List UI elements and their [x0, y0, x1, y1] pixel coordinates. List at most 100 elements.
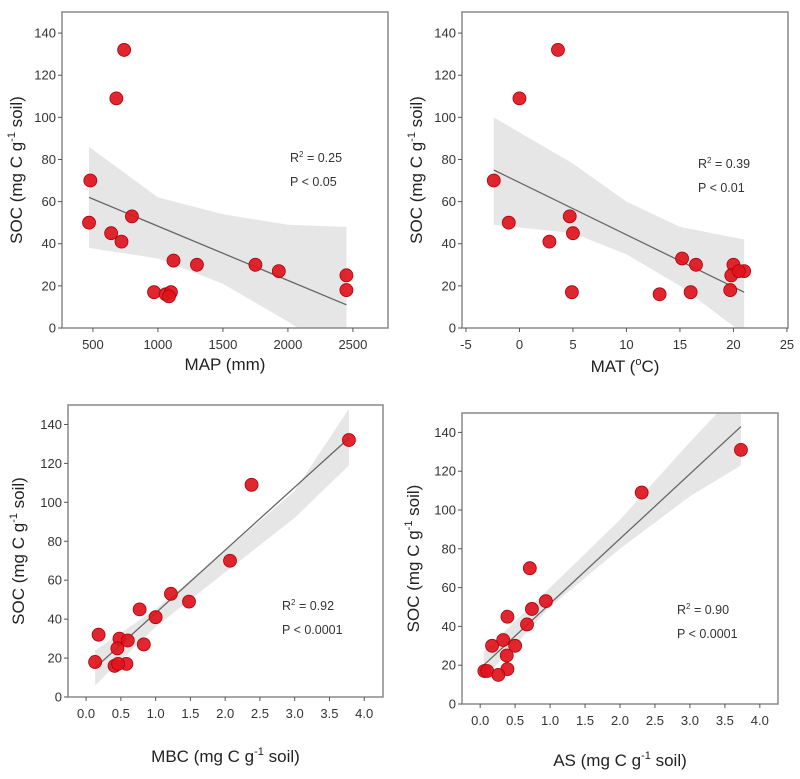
x-tick-label: 25 — [780, 337, 794, 352]
x-tick-label: 0.5 — [506, 713, 524, 728]
r-squared-annotation: R2 = 0.25 — [290, 150, 342, 165]
x-tick-label: 0.5 — [112, 706, 130, 721]
x-tick-label: 0 — [516, 337, 523, 352]
y-tick-label: 80 — [442, 541, 456, 556]
x-tick-label: -5 — [460, 337, 472, 352]
x-tick-label: 20 — [726, 337, 740, 352]
data-point — [109, 91, 124, 106]
data-point — [542, 234, 557, 249]
y-axis-label: SOC (mg C g-1 soil) — [406, 96, 426, 244]
data-point — [522, 561, 537, 576]
x-tick-label: 2.5 — [646, 713, 664, 728]
regression-line — [493, 169, 745, 293]
data-point — [223, 553, 237, 568]
y-axis-label: SOC (mg C g-1 soil) — [6, 96, 26, 244]
x-tick-label: 4.0 — [751, 713, 769, 728]
x-tick-label: 2.0 — [216, 706, 234, 721]
data-point — [485, 638, 499, 653]
data-point — [114, 234, 129, 249]
x-tick-label: 3.0 — [681, 713, 699, 728]
data-point — [500, 609, 515, 624]
data-point — [562, 209, 577, 224]
r-squared-annotation: R2 = 0.90 — [677, 602, 729, 617]
confidence-band — [89, 146, 347, 328]
x-tick-label: 5 — [569, 337, 576, 352]
y-tick-label: 20 — [42, 278, 56, 293]
y-tick-label: 0 — [55, 690, 62, 705]
y-tick-label: 20 — [48, 651, 62, 666]
x-tick-label: 1.5 — [576, 713, 594, 728]
data-point — [566, 226, 580, 241]
y-tick-label: 60 — [442, 194, 456, 209]
y-tick-label: 120 — [40, 456, 62, 471]
x-axis-label: MAP (mm) — [185, 355, 266, 374]
data-point — [491, 668, 506, 682]
scatter-panel-4: 0 20 40 60 80 100 120 140 0.0 0.5 1.0 1.5 2.0 2.5 3.0 3… — [403, 412, 779, 770]
data-point — [136, 637, 151, 652]
data-point — [342, 433, 356, 447]
data-point — [339, 268, 354, 283]
x-tick-label: 1000 — [143, 337, 172, 352]
y-tick-label: 0 — [449, 697, 456, 712]
x-axis-label-sup: -1 — [641, 750, 651, 762]
x-axis-label-text: soil) — [651, 751, 687, 770]
y-axis-label: SOC (mg C g-1 soil) — [8, 477, 28, 625]
x-tick-label: 0.0 — [471, 713, 489, 728]
y-tick-label: 60 — [48, 573, 62, 588]
x-axis-label-text: AS (mg C g — [553, 751, 641, 770]
x-tick-label: 0.0 — [77, 706, 95, 721]
x-axis-label: MBC (mg C g-1 soil) — [151, 746, 300, 766]
data-point — [117, 43, 132, 57]
y-tick-label: 60 — [42, 194, 56, 209]
x-axis-label-text: soil) — [264, 747, 300, 766]
data-point — [244, 477, 259, 492]
x-axis-label-text: MAP (mm) — [185, 355, 266, 374]
data-point — [731, 264, 746, 279]
plot-frame — [461, 11, 789, 329]
p-value-annotation: P < 0.0001 — [677, 627, 738, 641]
y-tick-label: 40 — [442, 619, 456, 634]
data-point — [508, 638, 523, 653]
y-tick-label: 40 — [442, 236, 456, 251]
data-point — [166, 253, 181, 268]
data-point — [120, 633, 135, 648]
y-tick-label: 40 — [48, 612, 62, 627]
y-axis-label-sup: -1 — [6, 132, 18, 142]
data-point — [111, 657, 125, 671]
scatter-panel-2: 0 20 40 60 80 100 120 140 -5 0 5 10 15 20 25 SOC (mg C … — [406, 11, 794, 376]
regression-line — [94, 437, 350, 669]
data-point — [248, 257, 263, 272]
y-tick-label: 0 — [49, 321, 56, 336]
y-tick-label: 100 — [434, 110, 456, 125]
data-point — [538, 594, 553, 609]
x-tick-label: 2500 — [338, 337, 367, 352]
y-axis-label-text: SOC (mg C g — [9, 523, 28, 625]
p-value-annotation: P < 0.01 — [698, 181, 745, 195]
y-tick-label: 80 — [48, 534, 62, 549]
x-tick-label: 3.5 — [320, 706, 338, 721]
data-point — [525, 602, 539, 616]
x-tick-label: 1.0 — [541, 713, 559, 728]
x-axis-label: MAT (oC) — [591, 356, 660, 376]
data-point — [683, 285, 698, 300]
x-tick-label: 2000 — [273, 337, 302, 352]
y-tick-label: 100 — [40, 495, 62, 510]
data-point — [652, 287, 667, 302]
data-point — [689, 257, 703, 272]
x-tick-label: 1500 — [208, 337, 237, 352]
y-axis-label-text: SOC (mg C g — [404, 530, 423, 632]
data-point — [551, 43, 565, 57]
data-point — [723, 283, 738, 297]
y-axis-label-sup: -1 — [406, 132, 418, 142]
x-axis-label-text: C) — [641, 357, 659, 376]
x-axis-label-sup: -1 — [254, 746, 264, 758]
data-point — [339, 283, 354, 297]
r-squared-annotation: R2 = 0.39 — [698, 156, 750, 171]
data-point — [496, 633, 511, 647]
y-tick-label: 40 — [42, 236, 56, 251]
plot-frame — [61, 11, 389, 329]
y-tick-label: 80 — [42, 152, 56, 167]
y-tick-label: 140 — [40, 417, 62, 432]
p-value-annotation: P < 0.05 — [290, 175, 337, 189]
